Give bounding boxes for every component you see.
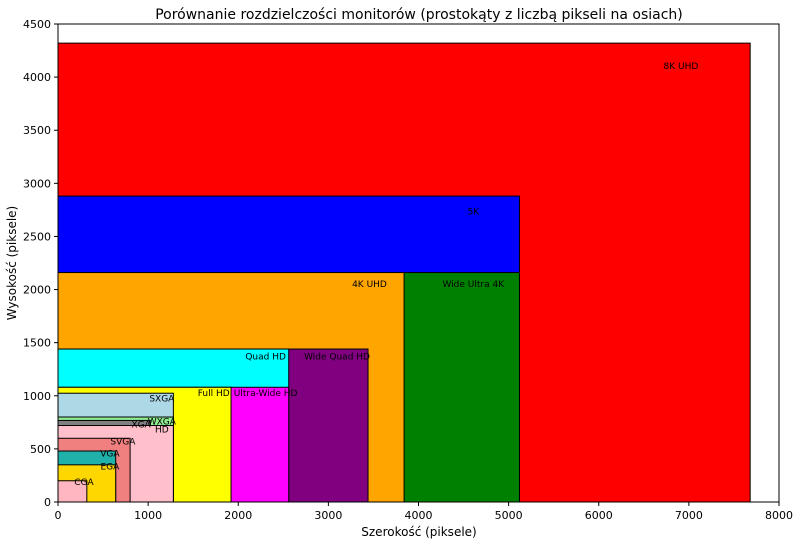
y-tick-label: 4500 bbox=[23, 18, 51, 31]
y-tick-label: 0 bbox=[44, 496, 51, 509]
rect-label-cga: CGA bbox=[74, 478, 94, 488]
x-tick-label: 2000 bbox=[224, 509, 252, 522]
rect-label-ultra-wide-hd: Ultra-Wide HD bbox=[234, 389, 298, 399]
rectangle-labels-layer: 8K UHD 5K Wide Ultra 4K 4K UHD Wide Quad HD Q… bbox=[74, 62, 698, 488]
x-axis-label: Szerokość (piksele) bbox=[361, 525, 476, 539]
y-tick-label: 2000 bbox=[23, 284, 51, 297]
y-tick-label: 3000 bbox=[23, 177, 51, 190]
x-tick-label: 5000 bbox=[495, 509, 523, 522]
y-tick-label: 1000 bbox=[23, 390, 51, 403]
rectangles-layer bbox=[57, 42, 751, 503]
rect-label-xga: XGA bbox=[131, 421, 151, 431]
x-tick-label: 0 bbox=[55, 509, 62, 522]
y-tick-label: 3500 bbox=[23, 124, 51, 137]
rect-label-full-hd: Full HD bbox=[198, 389, 230, 399]
x-tick-label: 3000 bbox=[314, 509, 342, 522]
y-axis-label: Wysokość (piksele) bbox=[5, 206, 19, 321]
x-tick-label: 7000 bbox=[675, 509, 703, 522]
rect-label-quad-hd: Quad HD bbox=[245, 353, 286, 363]
rect-label-ega: EGA bbox=[100, 463, 120, 473]
x-tick-label: 1000 bbox=[134, 509, 162, 522]
rect-label-vga: VGA bbox=[100, 450, 120, 460]
x-tick-label: 4000 bbox=[405, 509, 433, 522]
x-axis: 0 1000 2000 3000 4000 5000 6000 7000 8000 bbox=[55, 502, 793, 522]
rect-label-4k-uhd: 4K UHD bbox=[352, 280, 387, 290]
y-tick-label: 500 bbox=[30, 443, 51, 456]
y-tick-label: 1500 bbox=[23, 337, 51, 350]
rect-label-sxga: SXGA bbox=[149, 395, 175, 405]
rect-label-hd: HD bbox=[155, 425, 169, 435]
rect-label-wxga: WXGA bbox=[148, 417, 177, 427]
rect-label-5k: 5K bbox=[467, 207, 480, 217]
rect-label-8k-uhd: 8K UHD bbox=[664, 62, 699, 72]
y-tick-label: 2500 bbox=[23, 230, 51, 243]
x-tick-label: 8000 bbox=[765, 509, 793, 522]
rect-label-wide-ultra-4k: Wide Ultra 4K bbox=[442, 280, 505, 290]
y-axis: 0 500 1000 1500 2000 2500 3000 3500 4000 4500 bbox=[23, 18, 58, 509]
chart-title: Porównanie rozdzielczości monitorów (pro… bbox=[155, 7, 683, 23]
rect-label-svga: SVGA bbox=[110, 437, 136, 447]
y-tick-label: 4000 bbox=[23, 71, 51, 84]
x-tick-label: 6000 bbox=[585, 509, 613, 522]
rect-label-wide-quad-hd: Wide Quad HD bbox=[304, 353, 370, 363]
